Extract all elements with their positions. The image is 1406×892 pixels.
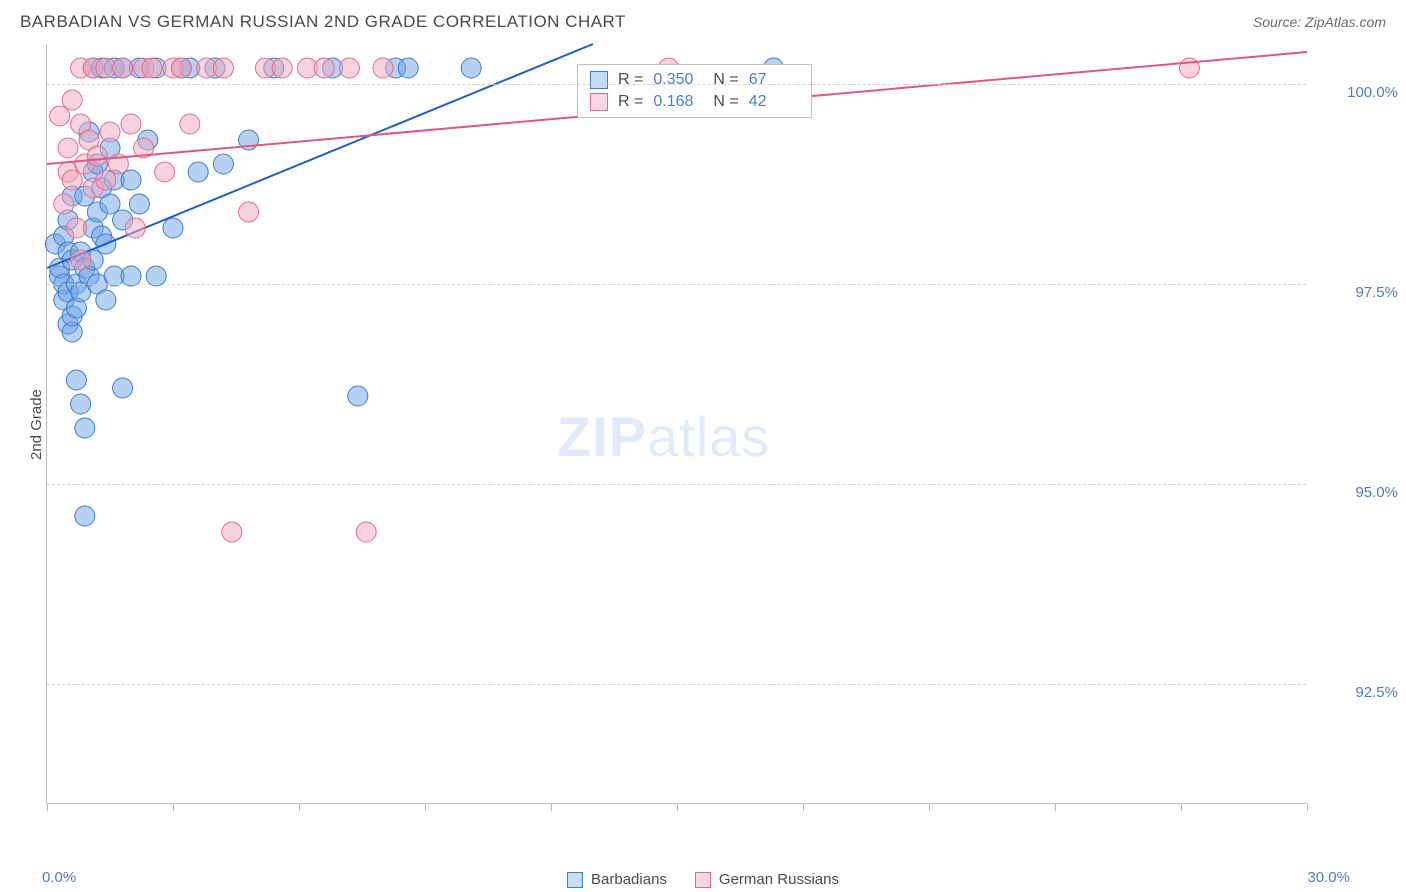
- x-tick: [803, 803, 804, 811]
- chart-plot-area: ZIPatlas R =0.350N =67R =0.168N =42: [46, 44, 1306, 804]
- data-point: [71, 250, 91, 270]
- stats-r-label: R =: [618, 93, 643, 111]
- data-point: [272, 58, 292, 78]
- legend-item: Barbadians: [567, 871, 667, 888]
- y-tick-label: 100.0%: [1318, 84, 1398, 101]
- stats-swatch: [590, 93, 608, 111]
- data-point: [58, 138, 78, 158]
- source-label: Source: ZipAtlas.com: [1253, 14, 1386, 30]
- data-point: [314, 58, 334, 78]
- gridline: [47, 84, 1306, 85]
- data-point: [62, 90, 82, 110]
- stats-n-value: 42: [749, 93, 799, 111]
- data-point: [50, 106, 70, 126]
- data-point: [373, 58, 393, 78]
- stats-row: R = 0.350 N = 67: [578, 69, 811, 91]
- x-tick: [425, 803, 426, 811]
- data-point: [142, 58, 162, 78]
- data-point: [121, 170, 141, 190]
- legend-swatch: [567, 872, 583, 888]
- data-point: [96, 170, 116, 190]
- data-point: [180, 114, 200, 134]
- x-tick: [551, 803, 552, 811]
- data-point: [239, 202, 259, 222]
- data-point: [71, 394, 91, 414]
- x-tick: [173, 803, 174, 811]
- y-tick-label: 95.0%: [1318, 484, 1398, 501]
- data-point: [87, 146, 107, 166]
- data-point: [129, 194, 149, 214]
- data-point: [188, 162, 208, 182]
- stats-n-label: N =: [713, 71, 738, 89]
- data-point: [96, 290, 116, 310]
- data-point: [163, 218, 183, 238]
- legend-label: German Russians: [719, 871, 839, 888]
- y-tick-label: 92.5%: [1318, 684, 1398, 701]
- data-point: [113, 378, 133, 398]
- data-point: [461, 58, 481, 78]
- data-point: [125, 218, 145, 238]
- legend-label: Barbadians: [591, 871, 667, 888]
- stats-n-label: N =: [713, 93, 738, 111]
- data-point: [171, 58, 191, 78]
- data-point: [75, 418, 95, 438]
- data-point: [339, 58, 359, 78]
- data-point: [222, 522, 242, 542]
- data-point: [398, 58, 418, 78]
- data-point: [155, 162, 175, 182]
- x-tick: [677, 803, 678, 811]
- data-point: [66, 218, 86, 238]
- data-point: [121, 114, 141, 134]
- stats-box: R = 0.350 N = 67 R = 0.168 N = 42: [577, 64, 812, 118]
- x-tick: [1181, 803, 1182, 811]
- data-point: [54, 194, 74, 214]
- data-point: [75, 506, 95, 526]
- y-tick-label: 97.5%: [1318, 284, 1398, 301]
- stats-r-value: 0.168: [653, 93, 703, 111]
- data-point: [146, 266, 166, 286]
- x-tick: [1307, 803, 1308, 811]
- data-point: [356, 522, 376, 542]
- stats-swatch: [590, 71, 608, 89]
- x-tick: [47, 803, 48, 811]
- legend-swatch: [695, 872, 711, 888]
- data-point: [100, 122, 120, 142]
- x-tick: [299, 803, 300, 811]
- data-point: [348, 386, 368, 406]
- data-point: [213, 58, 233, 78]
- legend-item: German Russians: [695, 871, 839, 888]
- data-point: [100, 194, 120, 214]
- x-tick: [1055, 803, 1056, 811]
- gridline: [47, 684, 1306, 685]
- data-point: [62, 170, 82, 190]
- y-axis-label: 2nd Grade: [28, 389, 45, 460]
- scatter-plot-svg: [47, 44, 1306, 803]
- stats-r-value: 0.350: [653, 71, 703, 89]
- stats-r-label: R =: [618, 71, 643, 89]
- data-point: [213, 154, 233, 174]
- data-point: [121, 266, 141, 286]
- data-point: [66, 370, 86, 390]
- x-tick: [929, 803, 930, 811]
- data-point: [113, 58, 133, 78]
- legend: Barbadians German Russians: [0, 871, 1406, 888]
- chart-title: BARBADIAN VS GERMAN RUSSIAN 2ND GRADE CO…: [20, 12, 626, 32]
- stats-n-value: 67: [749, 71, 799, 89]
- gridline: [47, 284, 1306, 285]
- stats-row: R = 0.168 N = 42: [578, 91, 811, 113]
- gridline: [47, 484, 1306, 485]
